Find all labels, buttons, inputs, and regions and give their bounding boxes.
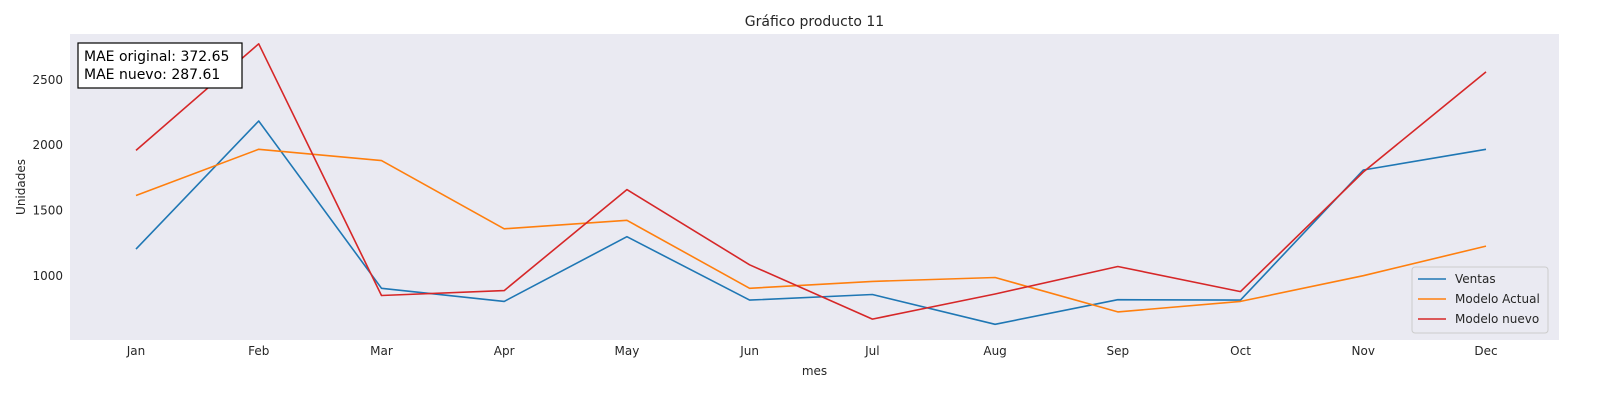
series-line-modelo-nuevo: [135, 42, 1487, 320]
x-axis-ticks: Jan Feb Mar Apr May Jun Jul Aug Sep Oct Nov Dec: [126, 344, 1498, 358]
mae-nuevo-text: MAE nuevo: 287.61: [84, 67, 220, 83]
x-tick-label: Oct: [1230, 344, 1251, 358]
x-tick-label: Feb: [248, 344, 269, 358]
x-tick-label: Dec: [1474, 344, 1497, 358]
x-tick-label: Jan: [126, 344, 146, 358]
x-tick-label: Jul: [864, 344, 879, 358]
y-axis-label: Unidades: [14, 159, 28, 215]
y-tick-label: 1500: [32, 204, 63, 218]
y-tick-label: 2000: [32, 138, 63, 152]
x-tick-label: Sep: [1107, 344, 1130, 358]
legend-label: Ventas: [1455, 272, 1496, 286]
mae-annotation-box: [77, 42, 243, 89]
y-axis-ticks: 1000 1500 2000 2500: [32, 73, 63, 283]
x-tick-label: Mar: [370, 344, 393, 358]
mae-original-text: MAE original: 372.65: [84, 49, 229, 65]
x-tick-label: Nov: [1352, 344, 1375, 358]
legend-label: Modelo Actual: [1455, 292, 1540, 306]
x-tick-label: Jun: [739, 344, 759, 358]
series-line-ventas: [135, 120, 1487, 326]
plot-area: [70, 34, 1559, 340]
series-line-modelo-actual: [135, 148, 1487, 313]
x-axis-label: mes: [802, 364, 827, 378]
series-lines: [135, 42, 1487, 326]
x-tick-label: Aug: [983, 344, 1006, 358]
y-tick-label: 1000: [32, 269, 63, 283]
legend-box: [1411, 266, 1549, 334]
chart-title: Gráfico producto 11: [745, 14, 884, 30]
x-tick-label: Apr: [494, 344, 515, 358]
legend-label: Modelo nuevo: [1455, 312, 1539, 326]
mae-annotation: MAE original: 372.65 MAE nuevo: 287.61: [77, 42, 243, 89]
x-tick-label: May: [615, 344, 640, 358]
y-tick-label: 2500: [32, 73, 63, 87]
legend: Ventas Modelo Actual Modelo nuevo: [1411, 266, 1549, 334]
